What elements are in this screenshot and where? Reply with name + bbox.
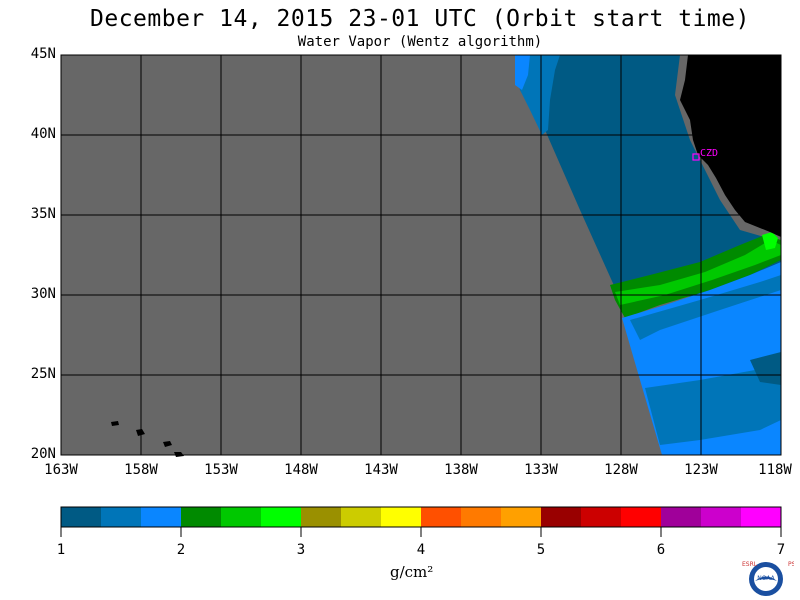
latitude-label: 40N — [30, 126, 56, 142]
colorbar-ticks — [60, 527, 782, 537]
colorbar-swatch — [101, 507, 142, 527]
colorbar-swatch — [341, 507, 382, 527]
colorbar-label: 6 — [656, 542, 666, 558]
colorbar-label: 4 — [416, 542, 426, 558]
colorbar-swatch — [661, 507, 702, 527]
longitude-label: 153W — [204, 462, 238, 478]
colorbar-swatch — [301, 507, 342, 527]
hawaii-island-kauai — [111, 421, 119, 426]
longitude-label: 123W — [684, 462, 718, 478]
colorbar-swatch — [581, 507, 622, 527]
colorbar-swatch — [141, 507, 182, 527]
colorbar-label: 3 — [296, 542, 306, 558]
longitude-label: 133W — [524, 462, 558, 478]
colorbar-swatch — [381, 507, 422, 527]
colorbar-swatch — [461, 507, 502, 527]
swath-medium-blue-south — [630, 275, 781, 340]
logo-right-letters: PSD — [788, 561, 794, 568]
colorbar-label: 2 — [176, 542, 186, 558]
colorbar-label: 1 — [56, 542, 66, 558]
noaa-esrl-psd-logo: NOAA ESRL PSD — [742, 561, 794, 596]
colorbar-swatch — [501, 507, 542, 527]
colorbar-swatch — [221, 507, 262, 527]
page-title: December 14, 2015 23-01 UTC (Orbit start… — [90, 6, 750, 32]
colorbar-swatch — [61, 507, 102, 527]
colorbar-swatch — [621, 507, 662, 527]
colorbar — [61, 507, 782, 527]
map-frame — [60, 54, 782, 456]
latitude-label: 25N — [30, 366, 56, 382]
latitude-label: 30N — [30, 286, 56, 302]
swath-band-bright-green — [762, 232, 778, 250]
colorbar-swatch — [741, 507, 782, 527]
latitude-label: 35N — [30, 206, 56, 222]
longitude-label: 158W — [124, 462, 158, 478]
colorbar-units: g/cm² — [390, 563, 434, 581]
colorbar-swatch — [421, 507, 462, 527]
swath-medium-blue-patch — [645, 360, 781, 445]
swath-band-light-green — [615, 240, 781, 305]
colorbar-label: 5 — [536, 542, 546, 558]
latitude-label: 45N — [30, 46, 56, 62]
longitude-label: 138W — [444, 462, 478, 478]
longitude-label: 163W — [44, 462, 78, 478]
hawaii-island-maui — [163, 441, 172, 447]
noaa-emblem-bird — [755, 576, 777, 581]
colorbar-swatch — [261, 507, 302, 527]
swath-bright-blue-north — [515, 55, 530, 90]
latitude-label: 20N — [30, 446, 56, 462]
map-grid — [61, 55, 781, 455]
station-label: CZD — [700, 148, 718, 159]
colorbar-swatch — [701, 507, 742, 527]
station-marker — [692, 153, 700, 161]
land-north-america — [680, 55, 781, 237]
swath-dark-patch-east — [750, 352, 781, 385]
logo-center-text: NOAA — [757, 575, 775, 582]
colorbar-swatch — [181, 507, 222, 527]
longitude-label: 128W — [604, 462, 638, 478]
colorbar-swatch — [541, 507, 582, 527]
logo-left-letters: ESRL — [742, 561, 758, 568]
longitude-label: 148W — [284, 462, 318, 478]
longitude-label: 143W — [364, 462, 398, 478]
colorbar-label: 7 — [776, 542, 786, 558]
longitude-label: 118W — [758, 462, 792, 478]
page-subtitle: Water Vapor (Wentz algorithm) — [297, 34, 543, 50]
swath-dark-blue — [515, 55, 781, 300]
